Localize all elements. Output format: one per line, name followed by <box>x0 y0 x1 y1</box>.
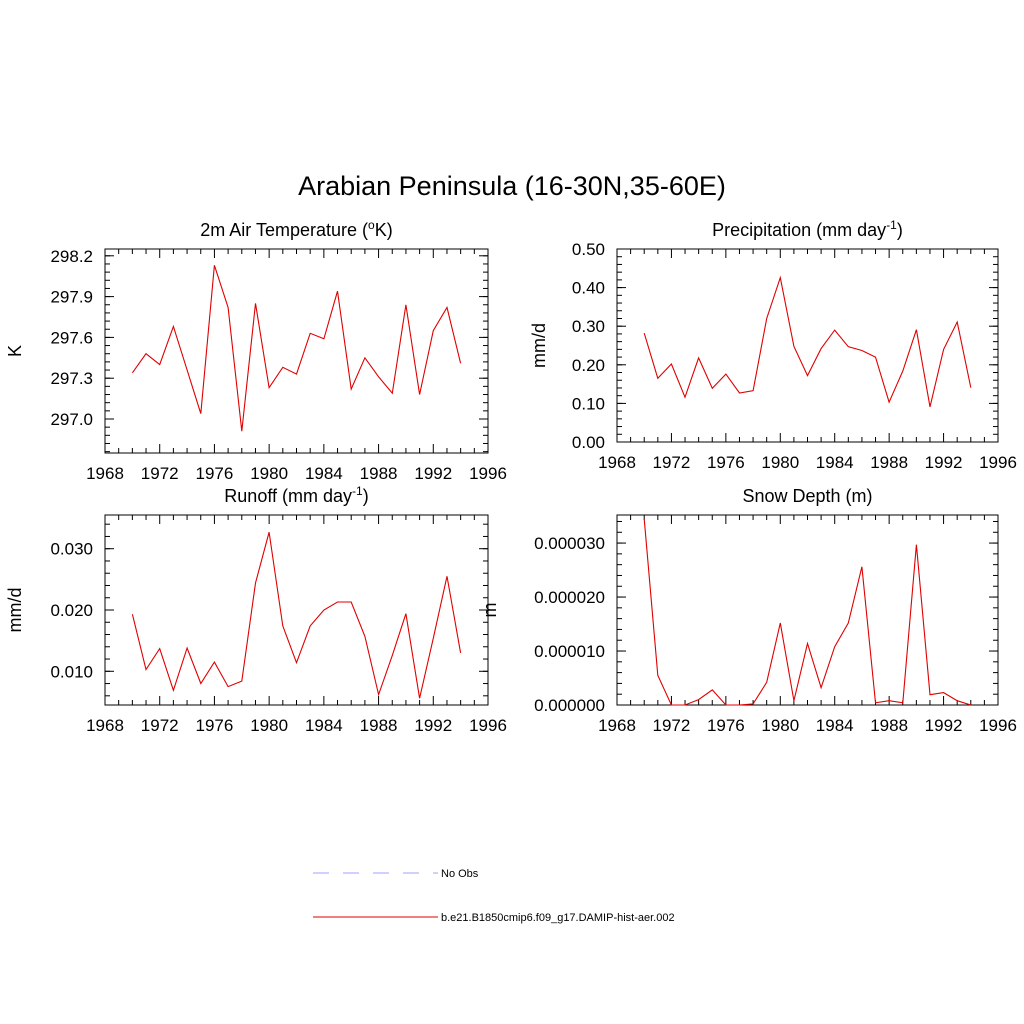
plot-frame <box>616 248 999 443</box>
plot-frame <box>104 514 489 706</box>
panel-title-text: 2m Air Temperature ( <box>200 220 368 240</box>
chart-panels: 2m Air Temperature (oK) K 1968 1972 1976 1980… <box>5 218 1017 735</box>
x-tick-label: 1968 <box>86 716 124 735</box>
x-tick-label: 1996 <box>469 464 507 483</box>
x-tick-label: 1968 <box>598 453 636 472</box>
y-tick-label: 0.000030 <box>534 534 605 553</box>
y-axis-label: mm/d <box>5 588 25 633</box>
x-tick-label: 1996 <box>469 716 507 735</box>
panel-1: 2m Air Temperature (oK) K 1968 1972 1976 1980… <box>5 218 507 483</box>
series-line <box>643 518 971 706</box>
x-tick-label: 1996 <box>979 716 1017 735</box>
x-tick-label: 1972 <box>653 716 691 735</box>
x-tick-label: 1984 <box>816 716 854 735</box>
x-tick-label: 1992 <box>414 464 452 483</box>
y-tick-label: 0.010 <box>50 662 93 681</box>
panel-title: Snow Depth (m) <box>742 486 872 506</box>
x-tick-label: 1984 <box>305 716 343 735</box>
y-tick-label: 0.020 <box>50 601 93 620</box>
y-tick-label: 0.20 <box>572 356 605 375</box>
y-tick-label: 0.000000 <box>534 696 605 715</box>
figure-title: Arabian Peninsula (16-30N,35-60E) <box>298 171 726 201</box>
panel-title-text: Snow Depth (m) <box>742 486 872 506</box>
panel-3: Runoff (mm day-1) mm/d 1968 1972 1976 1980 198… <box>5 484 507 735</box>
panel-title-superscript: -1 <box>352 484 363 498</box>
x-tick-label: 1972 <box>653 453 691 472</box>
x-tick-label: 1992 <box>925 716 963 735</box>
panel-title-superscript: o <box>368 218 375 232</box>
x-tick-label: 1972 <box>141 464 179 483</box>
x-tick-label: 1988 <box>360 464 398 483</box>
y-axis-label: m <box>480 603 500 618</box>
y-tick-label: 0.30 <box>572 317 605 336</box>
panel-title-text-end: ) <box>363 486 369 506</box>
x-tick-label: 1988 <box>360 716 398 735</box>
panel-title: 2m Air Temperature (oK) <box>200 218 392 240</box>
x-tick-label: 1972 <box>141 716 179 735</box>
x-tick-label: 1992 <box>414 716 452 735</box>
x-tick-label: 1988 <box>870 716 908 735</box>
y-tick-label: 0.50 <box>572 240 605 259</box>
y-tick-label: 0.000010 <box>534 642 605 661</box>
legend: No Obs b.e21.B1850cmip6.f09_g17.DAMIP-hi… <box>313 868 675 924</box>
x-tick-label: 1984 <box>816 453 854 472</box>
panel-title: Runoff (mm day-1) <box>224 484 368 506</box>
y-tick-label: 297.9 <box>50 288 93 307</box>
x-tick-label: 1968 <box>598 716 636 735</box>
x-tick-label: 1980 <box>250 464 288 483</box>
panel-title-text-end: ) <box>897 220 903 240</box>
x-tick-label: 1980 <box>761 716 799 735</box>
y-tick-label: 0.000020 <box>534 588 605 607</box>
panel-title-superscript: -1 <box>886 218 897 232</box>
x-tick-label: 1980 <box>761 453 799 472</box>
y-tick-label: 298.2 <box>50 247 93 266</box>
y-tick-label: 0.030 <box>50 540 93 559</box>
series-line <box>131 265 462 432</box>
x-tick-label: 1992 <box>925 453 963 472</box>
x-tick-label: 1976 <box>196 464 234 483</box>
x-tick-label: 1984 <box>305 464 343 483</box>
plot-frame <box>104 248 489 454</box>
panel-2: Precipitation (mm day-1) mm/d 1968 1972 1976… <box>529 218 1017 472</box>
panel-title-text: Precipitation (mm day <box>712 220 886 240</box>
x-tick-label: 1980 <box>250 716 288 735</box>
legend-label-no-obs: No Obs <box>441 868 479 880</box>
panel-4: Snow Depth (m) m 1968 1972 1976 1980 1984 1988 1… <box>480 486 1017 735</box>
x-tick-label: 1988 <box>870 453 908 472</box>
x-tick-label: 1976 <box>707 716 745 735</box>
x-tick-label: 1976 <box>707 453 745 472</box>
y-tick-label: 0.40 <box>572 279 605 298</box>
legend-label-model: b.e21.B1850cmip6.f09_g17.DAMIP-hist-aer.… <box>441 912 675 924</box>
y-tick-label: 297.6 <box>50 328 93 347</box>
y-tick-label: 297.0 <box>50 410 93 429</box>
y-tick-label: 0.00 <box>572 433 605 452</box>
panel-title: Precipitation (mm day-1) <box>712 218 903 240</box>
x-tick-label: 1968 <box>86 464 124 483</box>
y-tick-label: 0.10 <box>572 394 605 413</box>
x-tick-label: 1976 <box>196 716 234 735</box>
y-tick-label: 297.3 <box>50 369 93 388</box>
panel-title-text: Runoff (mm day <box>224 486 352 506</box>
panel-title-text-end: K) <box>375 220 393 240</box>
y-axis-label: K <box>5 345 25 357</box>
y-axis-label: mm/d <box>529 323 549 368</box>
series-line <box>643 275 972 408</box>
plot-frame <box>616 514 999 706</box>
x-tick-label: 1996 <box>979 453 1017 472</box>
series-line <box>131 532 462 699</box>
